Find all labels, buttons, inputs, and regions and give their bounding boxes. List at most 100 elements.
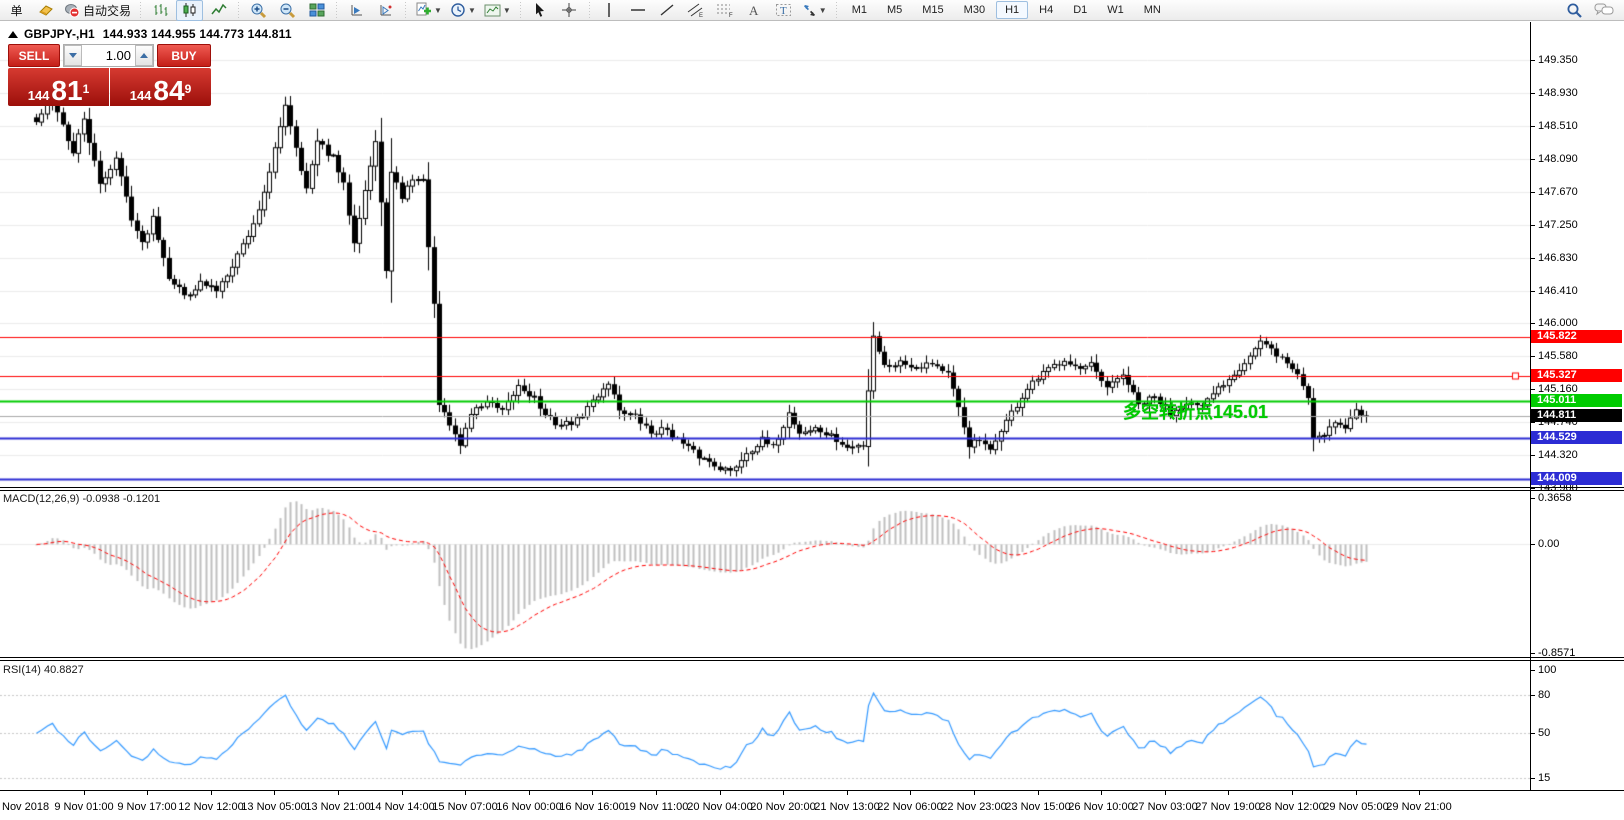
toolbar-separator bbox=[235, 2, 243, 18]
buy-price-sup: 9 bbox=[184, 82, 192, 96]
timeframe-mn[interactable]: MN bbox=[1143, 4, 1161, 16]
search-button[interactable] bbox=[1561, 0, 1588, 21]
time-tick bbox=[910, 791, 911, 795]
axis-label: 50 bbox=[1538, 727, 1551, 739]
sell-price-sup: 1 bbox=[82, 82, 90, 96]
chart-title: GBPJPY-,H1 144.933 144.955 144.773 144.8… bbox=[8, 27, 292, 41]
buy-price-main: 144 bbox=[129, 88, 152, 103]
time-label: Nov 2018 bbox=[2, 801, 50, 813]
volume-increase-button[interactable] bbox=[135, 45, 153, 66]
sell-button[interactable]: SELL bbox=[8, 44, 60, 67]
time-tick bbox=[1038, 791, 1039, 795]
pane-separator[interactable] bbox=[0, 487, 1624, 491]
indicators-button[interactable]: ▼ bbox=[412, 0, 445, 21]
axis-label: 146.410 bbox=[1538, 285, 1578, 297]
axis-tick bbox=[1531, 778, 1535, 779]
macd-pane-canvas[interactable] bbox=[0, 491, 1530, 657]
rsi-pane-canvas[interactable] bbox=[0, 661, 1530, 790]
time-label: 15 Nov 07:00 bbox=[432, 801, 498, 813]
timeframe-d1[interactable]: D1 bbox=[1073, 4, 1088, 16]
crosshair-icon bbox=[561, 2, 577, 18]
pane-separator[interactable] bbox=[0, 657, 1624, 661]
volume-decrease-button[interactable] bbox=[64, 45, 82, 66]
volume-input[interactable] bbox=[82, 45, 135, 66]
time-label: 21 Nov 13:00 bbox=[814, 801, 880, 813]
time-tick bbox=[1228, 791, 1229, 795]
svg-text:E: E bbox=[699, 13, 703, 18]
autotrading-button[interactable]: 自动交易 bbox=[61, 0, 134, 21]
periods-button[interactable]: ▼ bbox=[447, 0, 479, 21]
axis-tick bbox=[1531, 488, 1535, 489]
axis-label: -0.8571 bbox=[1538, 647, 1576, 659]
zoom-out-button[interactable] bbox=[274, 0, 301, 21]
equidistant-channel-button[interactable]: E bbox=[683, 0, 710, 21]
crosshair-button[interactable] bbox=[556, 0, 583, 21]
axis-tick bbox=[1531, 653, 1535, 654]
toolbar-right bbox=[1560, 0, 1618, 21]
chevron-down-icon: ▼ bbox=[818, 5, 827, 15]
timeframe-h1[interactable]: H1 bbox=[996, 1, 1029, 19]
vertical-line-button[interactable] bbox=[596, 0, 623, 21]
sell-price-button[interactable]: 144 81 1 bbox=[8, 68, 109, 106]
bar-chart-button[interactable] bbox=[147, 0, 174, 21]
new-order-icon bbox=[38, 2, 54, 18]
time-tick bbox=[84, 791, 85, 795]
candlestick-button[interactable] bbox=[176, 0, 204, 21]
line-chart-icon bbox=[210, 2, 227, 18]
cursor-button[interactable] bbox=[527, 0, 554, 21]
tile-windows-button[interactable] bbox=[303, 0, 330, 21]
new-order-button[interactable] bbox=[32, 0, 59, 21]
text-button[interactable]: A bbox=[741, 0, 768, 21]
chart-shift-icon bbox=[378, 2, 394, 18]
main-chart-canvas[interactable] bbox=[0, 22, 1530, 487]
one-click-trade-panel: SELL BUY 144 81 1 144 84 9 bbox=[8, 44, 211, 106]
timeframe-m15[interactable]: M15 bbox=[922, 4, 944, 16]
toolbar-button-label: 单 bbox=[10, 3, 23, 18]
toolbar-separator bbox=[585, 2, 593, 18]
line-chart-button[interactable] bbox=[205, 0, 232, 21]
trendline-button[interactable] bbox=[654, 0, 681, 21]
toolbar-separator bbox=[333, 2, 341, 18]
axis-tick bbox=[1531, 455, 1535, 456]
timeframe-h4[interactable]: H4 bbox=[1039, 4, 1054, 16]
horizontal-line-button[interactable] bbox=[625, 0, 652, 21]
timeframe-w1[interactable]: W1 bbox=[1107, 4, 1124, 16]
panel-collapse-icon[interactable] bbox=[8, 30, 18, 38]
timeframe-m30[interactable]: M30 bbox=[963, 4, 986, 16]
price-badge: 145.822 bbox=[1531, 330, 1622, 343]
rsi-indicator-label: RSI(14) 40.8827 bbox=[3, 664, 84, 676]
time-label: 9 Nov 01:00 bbox=[54, 801, 114, 813]
time-tick bbox=[1356, 791, 1357, 795]
price-badge: 145.011 bbox=[1531, 394, 1622, 407]
timeframe-m1[interactable]: M1 bbox=[851, 4, 867, 16]
arrows-button[interactable]: ▼ bbox=[799, 0, 830, 21]
zoom-in-button[interactable] bbox=[245, 0, 272, 21]
horizontal-line-icon bbox=[630, 5, 646, 15]
orders-button[interactable]: 单 bbox=[3, 0, 30, 21]
toolbar-button-label: 自动交易 bbox=[83, 3, 132, 18]
timeframe-m5[interactable]: M5 bbox=[886, 4, 903, 16]
time-tick bbox=[465, 791, 466, 795]
fibonacci-button[interactable]: F bbox=[712, 0, 739, 21]
buy-button[interactable]: BUY bbox=[157, 44, 211, 67]
axis-tick bbox=[1531, 498, 1535, 499]
price-badge: 145.327 bbox=[1531, 369, 1622, 382]
bar-chart-icon bbox=[153, 2, 169, 18]
templates-button[interactable]: ▼ bbox=[481, 0, 514, 21]
toolbar-separator bbox=[137, 2, 145, 18]
time-label: 28 Nov 12:00 bbox=[1259, 801, 1325, 813]
toolbar-separator bbox=[402, 2, 410, 18]
buy-price-button[interactable]: 144 84 9 bbox=[110, 68, 211, 106]
sell-price-big: 81 bbox=[51, 75, 83, 106]
chat-icon bbox=[1594, 2, 1614, 18]
axis-label: 148.510 bbox=[1538, 120, 1578, 132]
axis-tick bbox=[1531, 695, 1535, 696]
indicators-icon bbox=[415, 2, 432, 19]
time-tick bbox=[974, 791, 975, 795]
chart-shift-button[interactable] bbox=[372, 0, 399, 21]
trendline-icon bbox=[659, 2, 675, 18]
chat-button[interactable] bbox=[1590, 0, 1617, 21]
text-label-button[interactable]: T bbox=[770, 0, 797, 21]
auto-scroll-button[interactable] bbox=[343, 0, 370, 21]
cursor-icon bbox=[533, 2, 547, 18]
